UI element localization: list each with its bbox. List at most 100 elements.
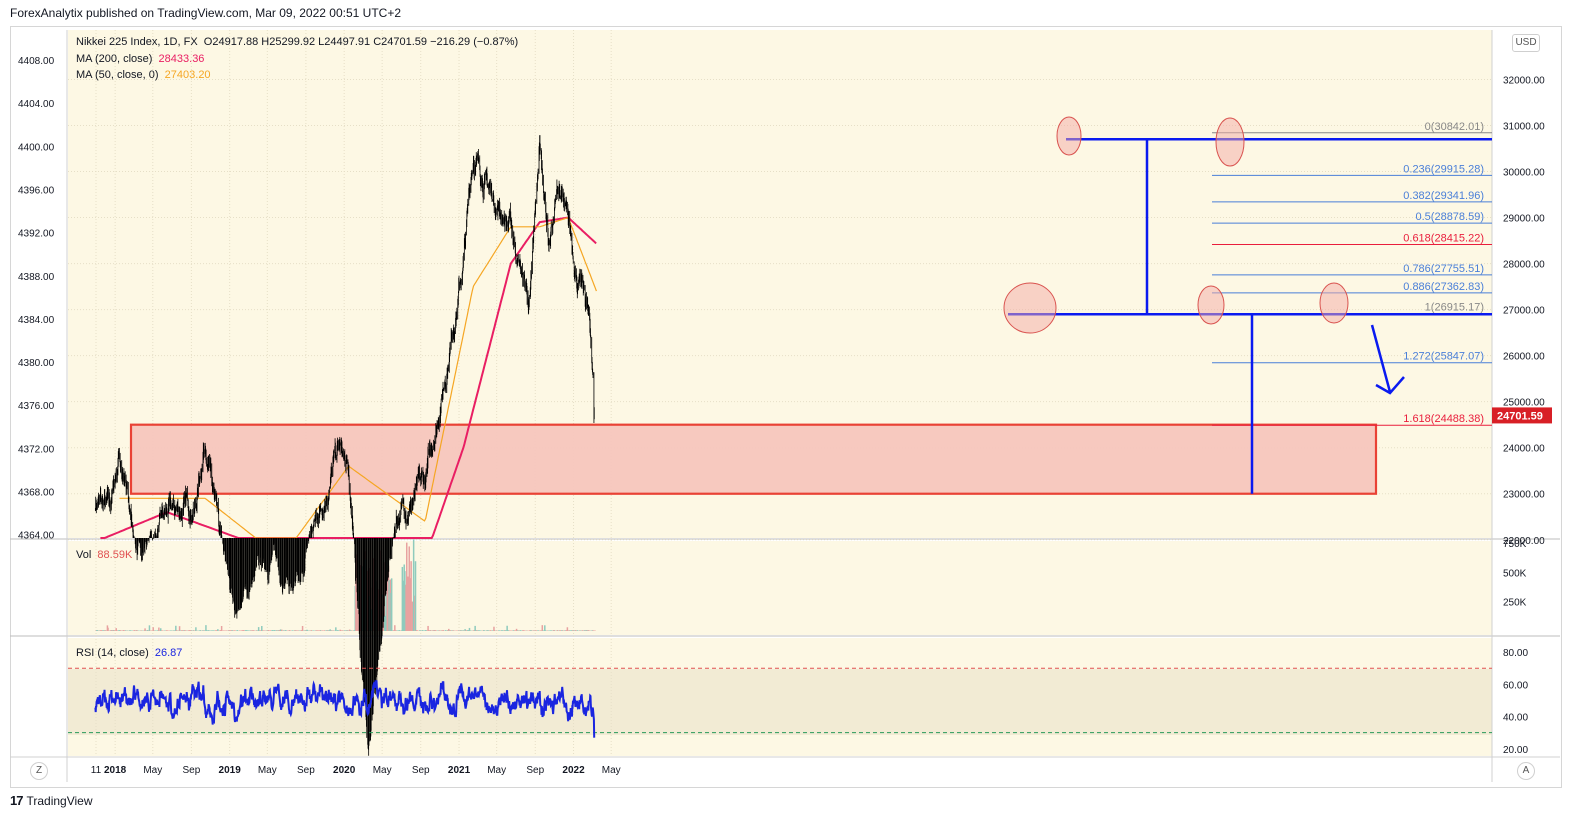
volume-bar (559, 630, 562, 631)
legend-ma200-value: 28433.36 (158, 53, 205, 65)
volume-bar (285, 630, 288, 631)
volume-bar (557, 630, 560, 631)
fib-level-label: 0.382(29341.96) (1403, 190, 1484, 202)
volume-bar (241, 630, 244, 631)
volume-bar (458, 630, 461, 631)
rsi-line (94, 679, 596, 738)
volume-bar (544, 625, 546, 631)
fib-level-label: 1.618(24488.38) (1403, 413, 1484, 425)
volume-bar (340, 630, 342, 631)
volume-bar (392, 630, 395, 631)
highlight-circle (1197, 285, 1225, 325)
volume-bar (432, 630, 434, 631)
legend-ma200-label: MA (200, close) (76, 53, 153, 65)
volume-bar (119, 630, 122, 631)
volume-bar (199, 630, 202, 631)
ma200-line (100, 216, 597, 539)
volume-bar (129, 630, 131, 631)
volume-bar (581, 630, 584, 631)
down-arrow-icon (1370, 324, 1405, 395)
volume-bar (505, 630, 507, 631)
auto-scale-button[interactable]: A (1517, 762, 1535, 780)
volume-bar (379, 550, 382, 631)
fib-level-label: 0.618(28415.22) (1403, 232, 1484, 244)
volume-bar (390, 578, 393, 631)
currency-button[interactable]: USD (1512, 34, 1540, 52)
volume-bar (288, 630, 291, 631)
volume-bar (335, 627, 337, 631)
volume-bar (566, 627, 569, 631)
time-axis-tick: 2018 (104, 765, 127, 776)
legend-ma50-label: MA (50, close, 0) (76, 69, 159, 81)
volume-bar (118, 630, 121, 631)
volume-bar (493, 630, 496, 631)
volume-bar (401, 566, 404, 631)
volume-bar (515, 628, 518, 631)
volume-bar (111, 630, 114, 631)
footer-brand[interactable]: 17 TradingView (10, 793, 93, 808)
volume-bar (231, 630, 234, 631)
volume-bar (202, 630, 204, 631)
left-axis-tick: 4384.00 (18, 315, 55, 326)
volume-bar (519, 630, 522, 631)
volume-bar (208, 630, 210, 631)
legend-ohlc-values: O24917.88 H25299.92 L24497.91 C24701.59 … (203, 36, 519, 48)
volume-bar (571, 630, 573, 631)
time-axis-tick: Sep (297, 765, 315, 776)
volume-bar (219, 630, 222, 631)
volume-bar (476, 630, 478, 631)
volume-bar (272, 630, 274, 631)
left-axis-tick: 4364.00 (18, 531, 55, 542)
volume-bar (541, 625, 544, 631)
fib-level-label: 0.886(27362.83) (1403, 281, 1484, 293)
time-axis-tick: May (487, 765, 506, 776)
fib-level-label: 0.786(27755.51) (1403, 263, 1484, 275)
volume-bar (544, 630, 547, 631)
volume-bar (347, 630, 349, 631)
volume-bar (483, 630, 485, 631)
support-zone (129, 423, 1378, 495)
volume-bar (438, 630, 441, 631)
volume-bar (316, 630, 318, 631)
volume-bar (462, 630, 464, 631)
volume-bar (267, 630, 270, 631)
volume-bar (584, 630, 586, 631)
volume-bar (386, 570, 389, 631)
fib-level-label: 0.5(28878.59) (1416, 211, 1485, 223)
volume-bar (313, 630, 315, 631)
volume-bar (281, 629, 283, 631)
volume-bar (339, 629, 341, 631)
volume-bar (102, 630, 105, 631)
legend-ma50: MA (50, close, 0) 27403.20 (76, 69, 211, 81)
volume-bar (109, 630, 112, 631)
last-price-tag (1492, 407, 1552, 424)
time-axis-tick: 2021 (448, 765, 471, 776)
volume-bar (184, 630, 186, 631)
volume-axis-tick: 750K (1503, 539, 1527, 550)
volume-bar (498, 630, 500, 631)
volume-pane-bg (68, 541, 1492, 635)
volume-bar (269, 630, 272, 631)
volume-axis-tick: 250K (1503, 598, 1527, 609)
volume-bar (478, 630, 481, 631)
volume-bar (448, 628, 450, 631)
volume-bar (407, 576, 409, 631)
time-axis-tick: 2020 (333, 765, 356, 776)
volume-bar (188, 630, 191, 631)
volume-bar (464, 629, 466, 631)
volume-bar (276, 630, 279, 631)
legend-vol-label: Vol (76, 549, 92, 561)
volume-bar (362, 566, 364, 631)
volume-bar (586, 630, 588, 631)
highlight-circle (1319, 282, 1349, 324)
volume-bar (215, 630, 217, 631)
volume-bar (588, 630, 591, 631)
volume-bar (160, 628, 162, 631)
volume-bar (232, 630, 235, 631)
volume-bar (228, 630, 230, 631)
volume-bar (357, 611, 360, 631)
fib-level-label: 0.236(29915.28) (1403, 163, 1484, 175)
left-axis-tick: 4388.00 (18, 272, 55, 283)
zoom-button[interactable]: Z (30, 762, 48, 780)
